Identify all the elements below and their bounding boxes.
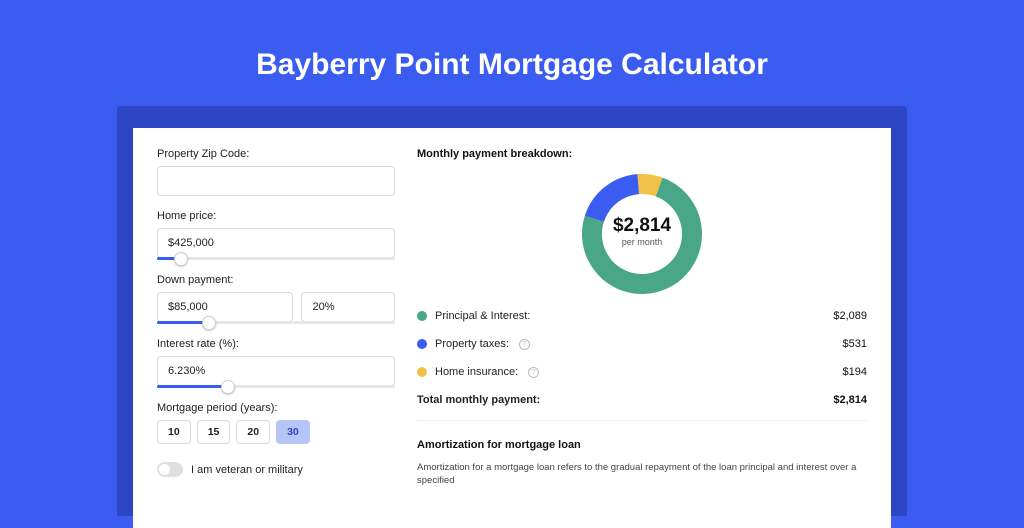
legend-row: Home insurance:? $194	[417, 358, 867, 386]
calculator-card: Property Zip Code: Home price: Down paym…	[133, 128, 891, 528]
home-price-field: Home price:	[157, 210, 395, 260]
form-column: Property Zip Code: Home price: Down paym…	[157, 148, 395, 508]
breakdown-column: Monthly payment breakdown: $2,814 per mo…	[417, 148, 867, 508]
period-button-10[interactable]: 10	[157, 420, 191, 444]
legend-total-row: Total monthly payment: $2,814	[417, 386, 867, 414]
donut-sub: per month	[613, 237, 671, 247]
slider-thumb[interactable]	[174, 252, 188, 266]
legend-label: Home insurance:	[435, 366, 518, 378]
home-price-label: Home price:	[157, 210, 395, 222]
interest-field: Interest rate (%):	[157, 338, 395, 388]
legend-dot	[417, 367, 427, 377]
home-price-input[interactable]	[157, 228, 395, 258]
amortization-text: Amortization for a mortgage loan refers …	[417, 461, 867, 488]
down-payment-label: Down payment:	[157, 274, 395, 286]
down-payment-slider[interactable]	[157, 321, 395, 324]
period-button-30[interactable]: 30	[276, 420, 310, 444]
veteran-toggle-row: I am veteran or military	[157, 462, 395, 477]
legend: Principal & Interest: $2,089 Property taxe…	[417, 302, 867, 421]
slider-thumb[interactable]	[221, 380, 235, 394]
veteran-label: I am veteran or military	[191, 464, 303, 476]
info-icon[interactable]: ?	[528, 367, 539, 378]
page-title: Bayberry Point Mortgage Calculator	[0, 0, 1024, 106]
info-icon[interactable]: ?	[519, 339, 530, 350]
period-button-20[interactable]: 20	[236, 420, 270, 444]
legend-dot	[417, 311, 427, 321]
period-label: Mortgage period (years):	[157, 402, 395, 414]
amortization-title: Amortization for mortgage loan	[417, 439, 867, 451]
legend-value: $194	[843, 366, 867, 378]
interest-label: Interest rate (%):	[157, 338, 395, 350]
donut-center: $2,814 per month	[613, 215, 671, 247]
legend-value: $531	[843, 338, 867, 350]
interest-slider[interactable]	[157, 385, 395, 388]
down-payment-field: Down payment:	[157, 274, 395, 324]
legend-value: $2,089	[833, 310, 867, 322]
legend-label: Property taxes:	[435, 338, 509, 350]
legend-row: Property taxes:? $531	[417, 330, 867, 358]
donut-chart: $2,814 per month	[417, 160, 867, 302]
interest-input[interactable]	[157, 356, 395, 386]
legend-label: Principal & Interest:	[435, 310, 530, 322]
veteran-toggle[interactable]	[157, 462, 183, 477]
period-field: Mortgage period (years): 10152030	[157, 402, 395, 444]
legend-row: Principal & Interest: $2,089	[417, 302, 867, 330]
legend-total-value: $2,814	[833, 394, 867, 406]
zip-label: Property Zip Code:	[157, 148, 395, 160]
down-payment-percent-input[interactable]	[301, 292, 395, 322]
zip-field: Property Zip Code:	[157, 148, 395, 196]
home-price-slider[interactable]	[157, 257, 395, 260]
breakdown-title: Monthly payment breakdown:	[417, 148, 867, 160]
zip-input[interactable]	[157, 166, 395, 196]
legend-dot	[417, 339, 427, 349]
slider-thumb[interactable]	[202, 316, 216, 330]
donut-amount: $2,814	[613, 215, 671, 237]
period-button-15[interactable]: 15	[197, 420, 231, 444]
down-payment-amount-input[interactable]	[157, 292, 293, 322]
legend-total-label: Total monthly payment:	[417, 394, 540, 406]
outer-panel: Property Zip Code: Home price: Down paym…	[117, 106, 907, 516]
